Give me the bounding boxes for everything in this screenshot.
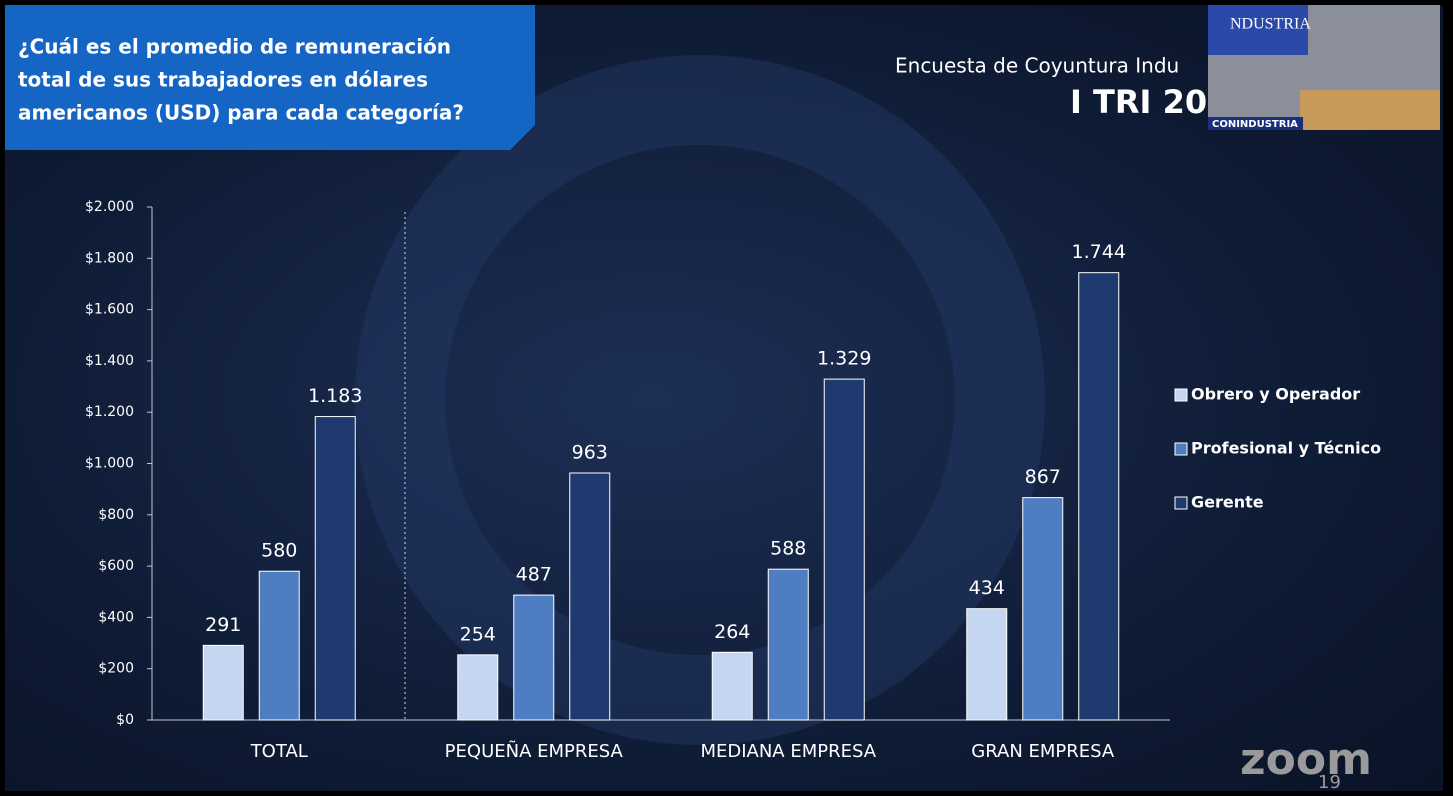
question-box bbox=[5, 5, 535, 150]
value-label: 254 bbox=[460, 623, 496, 645]
legend-swatch bbox=[1174, 496, 1188, 510]
bar bbox=[457, 654, 499, 721]
y-tick-label: $1.200 bbox=[85, 404, 134, 420]
y-tick-label: $800 bbox=[98, 507, 134, 523]
y-tick-label: $1.000 bbox=[85, 456, 134, 472]
slide-heading: Encuesta de Coyuntura Indu bbox=[895, 54, 1179, 78]
bar bbox=[202, 644, 244, 721]
value-label: 291 bbox=[205, 614, 241, 636]
background-logo bbox=[355, 55, 1045, 745]
y-tick-label: $1.800 bbox=[85, 250, 134, 266]
value-label: 264 bbox=[714, 621, 750, 643]
legend-label: Obrero y Operador bbox=[1191, 385, 1360, 404]
question-line: americanos (USD) para cada categoría? bbox=[18, 101, 464, 125]
y-tick-label: $1.400 bbox=[85, 353, 134, 369]
legend-swatch bbox=[1174, 442, 1188, 456]
value-label: 1.744 bbox=[1072, 241, 1126, 263]
bar bbox=[513, 594, 555, 721]
legend-swatch bbox=[1174, 388, 1188, 402]
zoom-watermark: zoom bbox=[1240, 734, 1372, 785]
webcam: NDUSTRIA CONINDUSTRIA bbox=[1208, 5, 1440, 130]
value-label: 434 bbox=[969, 577, 1005, 599]
bar bbox=[1022, 497, 1064, 721]
bar bbox=[1078, 272, 1120, 721]
value-label: 588 bbox=[770, 538, 806, 560]
x-tick-label: GRAN EMPRESA bbox=[971, 741, 1115, 762]
value-label: 963 bbox=[572, 441, 608, 463]
x-tick-label: TOTAL bbox=[250, 741, 308, 762]
x-tick-label: PEQUEÑA EMPRESA bbox=[445, 740, 624, 762]
bar bbox=[258, 570, 300, 721]
value-label: 1.183 bbox=[308, 385, 362, 407]
bar bbox=[711, 651, 753, 721]
page-number: 19 bbox=[1318, 772, 1341, 793]
webcam-banner: NDUSTRIA bbox=[1230, 16, 1311, 33]
y-tick-label: $600 bbox=[98, 558, 134, 574]
legend-label: Profesional y Técnico bbox=[1191, 439, 1381, 458]
y-tick-label: $0 bbox=[116, 712, 134, 728]
question-line: total de sus trabajadores en dólares bbox=[18, 68, 428, 92]
slide-period: I TRI 20 bbox=[1070, 83, 1207, 121]
value-label: 580 bbox=[261, 540, 297, 562]
y-tick-label: $400 bbox=[98, 609, 134, 625]
y-tick-label: $200 bbox=[98, 661, 134, 677]
bar bbox=[966, 608, 1008, 721]
bar bbox=[823, 378, 865, 721]
webcam-label: CONINDUSTRIA bbox=[1212, 119, 1298, 130]
bar bbox=[569, 472, 611, 721]
y-tick-label: $2.000 bbox=[85, 199, 134, 215]
legend-label: Gerente bbox=[1191, 493, 1264, 512]
y-tick-label: $1.600 bbox=[85, 302, 134, 318]
bar bbox=[314, 416, 356, 721]
value-label: 867 bbox=[1025, 466, 1061, 488]
value-label: 1.329 bbox=[817, 348, 871, 370]
x-tick-label: MEDIANA EMPRESA bbox=[700, 741, 876, 762]
webcam-banner-bg bbox=[1208, 5, 1308, 55]
webcam-table bbox=[1300, 90, 1440, 130]
value-label: 487 bbox=[516, 564, 552, 586]
bar bbox=[767, 568, 809, 721]
webcam-label-bg bbox=[1208, 117, 1303, 130]
question-line: ¿Cuál es el promedio de remuneración bbox=[18, 35, 451, 59]
